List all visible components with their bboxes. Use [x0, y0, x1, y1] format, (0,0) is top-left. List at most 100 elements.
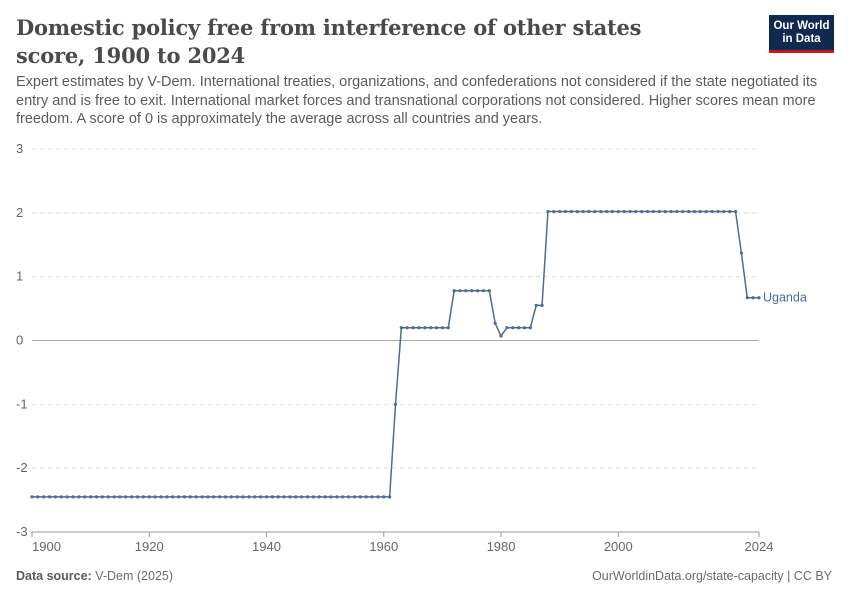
data-point — [417, 326, 421, 330]
data-point — [358, 495, 362, 499]
source-url[interactable]: OurWorldinData.org/state-capacity | CC B… — [592, 569, 832, 583]
data-point — [218, 495, 222, 499]
data-point — [739, 251, 744, 255]
data-point — [229, 495, 233, 499]
data-point — [335, 495, 339, 499]
data-source-value[interactable]: V-Dem (2025) — [95, 569, 174, 583]
data-point — [270, 495, 274, 499]
data-point — [165, 495, 169, 499]
data-point — [534, 303, 538, 307]
data-source: Data source: V-Dem (2025) — [16, 569, 173, 583]
data-point — [563, 209, 568, 214]
x-tick-label: 2000 — [604, 539, 633, 554]
data-point — [499, 334, 503, 338]
data-point — [346, 495, 351, 499]
data-point — [481, 289, 486, 293]
data-point — [282, 495, 286, 499]
y-tick-label: -3 — [16, 524, 28, 539]
data-point — [399, 326, 403, 330]
data-point — [288, 495, 292, 499]
data-point — [628, 209, 632, 214]
data-point — [188, 495, 192, 499]
data-point — [616, 209, 620, 214]
data-point — [446, 326, 450, 330]
data-point — [53, 495, 58, 499]
data-point — [640, 209, 644, 214]
data-point — [587, 209, 591, 214]
data-point — [434, 326, 439, 330]
y-gridlines — [32, 148, 759, 533]
data-point — [452, 289, 456, 293]
x-tick-label: 1960 — [369, 539, 398, 554]
data-point — [223, 495, 228, 499]
owid-logo[interactable]: Our World in Data — [769, 15, 834, 53]
data-point — [651, 209, 656, 214]
chart-subtitle: Expert estimates by V-Dem. International… — [16, 74, 818, 127]
y-tick-label: 3 — [16, 141, 23, 156]
data-point — [370, 495, 374, 499]
y-tick-label: 2 — [16, 205, 23, 220]
data-point — [94, 495, 99, 499]
data-point — [206, 495, 210, 499]
data-point — [411, 326, 415, 330]
data-point — [135, 495, 140, 499]
data-point — [470, 289, 474, 293]
data-point — [393, 402, 398, 406]
data-point — [182, 495, 187, 499]
data-point — [610, 209, 615, 214]
data-point — [704, 209, 708, 214]
data-point — [352, 495, 357, 499]
data-point — [493, 321, 497, 325]
x-tick-label: 1920 — [135, 539, 164, 554]
data-point — [171, 495, 175, 499]
data-point — [751, 296, 755, 300]
series-line-uganda — [32, 210, 759, 498]
data-point — [376, 495, 380, 499]
data-point — [528, 326, 532, 330]
logo-line-2: in Data — [782, 33, 821, 45]
data-point — [464, 289, 468, 293]
data-point — [604, 209, 609, 214]
data-point — [569, 209, 573, 214]
data-point — [581, 209, 585, 214]
series-label-uganda: Uganda — [763, 291, 807, 305]
data-point — [294, 495, 298, 499]
data-point — [475, 289, 480, 293]
data-point — [599, 209, 603, 214]
data-point — [276, 495, 280, 499]
data-point — [646, 209, 650, 214]
data-point — [575, 209, 579, 214]
data-point — [77, 495, 81, 499]
data-point — [681, 209, 685, 214]
data-source-label: Data source: — [16, 569, 92, 583]
data-point — [552, 209, 556, 214]
data-point — [141, 495, 145, 499]
data-point — [83, 495, 87, 499]
data-point — [71, 495, 75, 499]
data-point — [669, 209, 673, 214]
data-point — [593, 209, 597, 214]
data-point — [423, 326, 427, 330]
x-tick-label: 2024 — [745, 539, 774, 554]
y-tick-label: 1 — [16, 269, 23, 284]
data-point — [405, 326, 409, 330]
data-point — [511, 326, 515, 330]
data-point — [329, 495, 333, 499]
data-point — [722, 209, 726, 214]
y-tick-label: -1 — [16, 396, 28, 411]
data-point — [716, 209, 720, 214]
x-tick-label: 1900 — [32, 539, 61, 554]
data-point — [663, 209, 667, 214]
data-point — [100, 495, 104, 499]
data-point — [440, 326, 445, 330]
data-point — [634, 209, 638, 214]
data-point — [546, 209, 550, 214]
data-point — [757, 296, 761, 300]
data-point — [733, 209, 738, 214]
data-point — [130, 495, 134, 499]
data-point — [36, 495, 40, 499]
data-point — [517, 326, 521, 330]
data-point — [124, 495, 128, 499]
data-point — [47, 495, 52, 499]
